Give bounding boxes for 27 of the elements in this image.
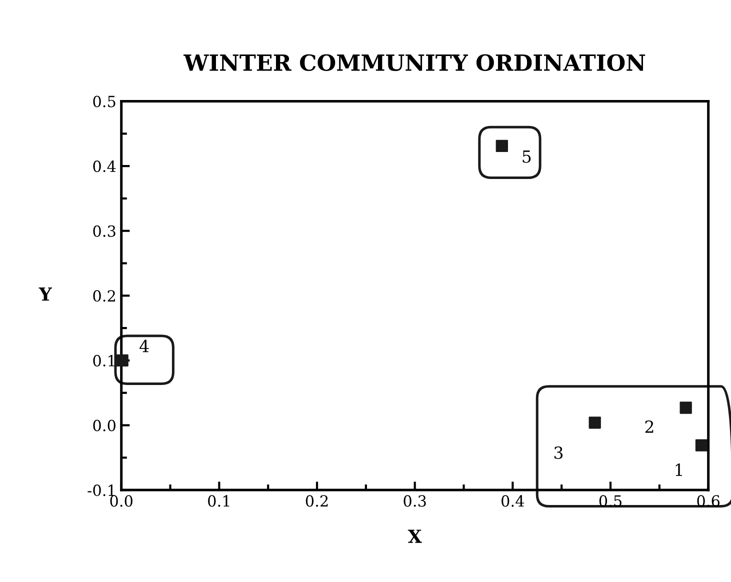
x-tick-label: 0.5 — [599, 495, 622, 507]
annotation: 2 — [645, 420, 654, 433]
y-tick-label: 0.5 — [93, 96, 116, 108]
x-tick-label: 0.6 — [697, 495, 720, 507]
y-tick-label: 0.3 — [93, 225, 116, 237]
annotation: 5 — [522, 150, 531, 163]
y-tick-label: -0.1 — [88, 484, 114, 496]
x-tick-label: 0.1 — [208, 495, 230, 507]
point — [496, 140, 508, 152]
point — [116, 354, 128, 367]
annotation: 4 — [140, 340, 149, 352]
y-tick-label: 0.4 — [93, 160, 116, 172]
point — [588, 416, 601, 429]
y-tick-label: 0.2 — [93, 290, 115, 302]
point — [680, 402, 692, 414]
x-tick-label: 0.0 — [110, 495, 132, 507]
y-axis-title: Y — [38, 287, 52, 301]
y-tick-label: 0.0 — [93, 420, 116, 432]
x-tick-label: 0.4 — [502, 495, 524, 507]
x-axis-title: X — [408, 530, 422, 543]
x-tick-label: 0.3 — [404, 495, 426, 507]
x-tick-label: 0.2 — [306, 495, 328, 507]
y-tick-label: 0.1 — [93, 354, 114, 366]
annotation: 1 — [676, 464, 682, 476]
chart-title: WINTER COMMUNITY ORDINATION — [184, 54, 646, 72]
point — [695, 439, 708, 452]
annotation: 3 — [554, 446, 563, 460]
